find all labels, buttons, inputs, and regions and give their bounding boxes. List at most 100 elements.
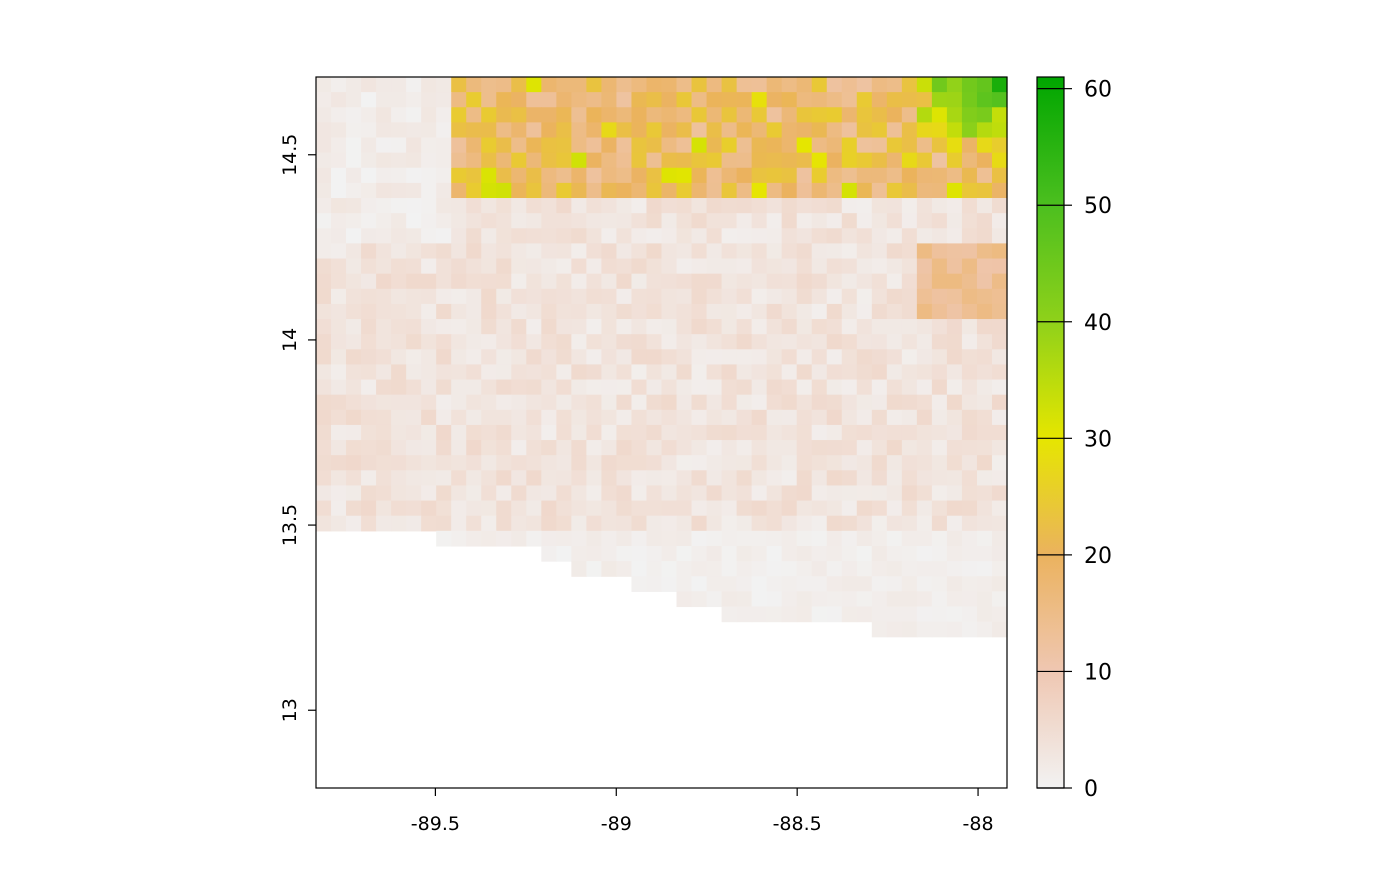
raster-cell [331, 319, 347, 335]
raster-cell [511, 334, 527, 350]
raster-cell [421, 182, 437, 199]
raster-cell [601, 228, 618, 245]
raster-cell [706, 213, 723, 229]
raster-cell [601, 440, 618, 456]
raster-cell [601, 198, 618, 214]
raster-cell [676, 228, 693, 245]
raster-cell [511, 167, 527, 184]
raster-cell [691, 243, 708, 260]
raster-cell [856, 243, 873, 260]
raster-cell [901, 591, 918, 608]
raster-cell [421, 288, 437, 305]
raster-cell [751, 561, 768, 577]
raster-cell [316, 167, 332, 184]
raster-cell [841, 77, 858, 93]
raster-cell [436, 258, 452, 275]
raster-cell [961, 470, 978, 487]
raster-cell [556, 409, 572, 426]
raster-cell [991, 137, 1008, 154]
raster-cell [376, 500, 392, 517]
raster-cell [856, 515, 873, 532]
raster-cell [721, 152, 738, 169]
raster-cell [961, 77, 978, 93]
raster-cell [811, 92, 828, 108]
raster-cell [691, 288, 708, 305]
raster-cell [616, 349, 633, 366]
raster-cell [916, 606, 933, 623]
raster-cell [406, 485, 422, 502]
raster-cell [721, 273, 738, 290]
raster-cell [511, 92, 527, 108]
raster-cell [961, 485, 978, 502]
raster-cell [751, 455, 768, 471]
raster-cell [436, 77, 452, 93]
raster-cell [751, 228, 768, 245]
raster-cell [436, 243, 452, 260]
raster-cell [781, 606, 798, 623]
raster-cell [736, 485, 753, 502]
raster-cell [766, 334, 783, 350]
raster-cell [916, 591, 933, 608]
raster-cell [481, 394, 497, 411]
raster-cell [796, 424, 813, 441]
raster-cell [751, 152, 768, 169]
raster-cell [346, 409, 362, 426]
raster-cell [916, 364, 933, 381]
raster-cell [706, 198, 723, 214]
raster-cell [796, 334, 813, 350]
raster-cell [706, 500, 723, 517]
raster-cell [916, 470, 933, 487]
raster-cell [841, 303, 858, 320]
raster-cell [676, 107, 693, 123]
raster-cell [931, 273, 948, 290]
raster-cell [601, 409, 618, 426]
raster-cell [826, 485, 843, 502]
raster-cell [406, 364, 422, 381]
raster-cell [721, 288, 738, 305]
raster-cell [976, 198, 993, 214]
raster-cell [436, 379, 452, 396]
raster-cell [706, 122, 723, 139]
raster-cell [691, 394, 708, 411]
raster-cell [331, 470, 347, 487]
raster-cell [556, 182, 572, 199]
raster-cell [361, 243, 377, 260]
raster-cell [601, 545, 618, 562]
raster-cell [901, 424, 918, 441]
raster-cell [871, 258, 888, 275]
raster-cell [901, 182, 918, 199]
raster-cell [586, 349, 603, 366]
raster-cell [601, 515, 618, 532]
raster-cell [901, 379, 918, 396]
raster-cell [586, 440, 603, 456]
raster-cell [481, 273, 497, 290]
colorbar-tick-label: 20 [1084, 544, 1112, 569]
raster-cell [721, 470, 738, 487]
raster-cell [436, 409, 452, 426]
raster-cell [601, 137, 618, 154]
raster-cell [721, 198, 738, 214]
raster-cell [796, 258, 813, 275]
raster-cell [541, 530, 557, 547]
raster-cell [826, 243, 843, 260]
raster-cell [991, 591, 1008, 608]
raster-cell [391, 409, 407, 426]
raster-cell [346, 424, 362, 441]
raster-cell [391, 500, 407, 517]
raster-cell [406, 167, 422, 184]
raster-cell [406, 198, 422, 214]
raster-cell [361, 182, 377, 199]
raster-cell [706, 77, 723, 93]
raster-cell [871, 349, 888, 366]
raster-cell [421, 515, 437, 532]
raster-cell [436, 152, 452, 169]
y-tick-label: 14.5 [279, 134, 301, 176]
raster-cell [601, 334, 618, 350]
raster-cell [931, 288, 948, 305]
raster-cell [586, 152, 603, 169]
raster-cell [526, 364, 542, 381]
raster-cell [871, 273, 888, 290]
raster-cell [661, 364, 678, 381]
raster-cell [976, 621, 993, 638]
